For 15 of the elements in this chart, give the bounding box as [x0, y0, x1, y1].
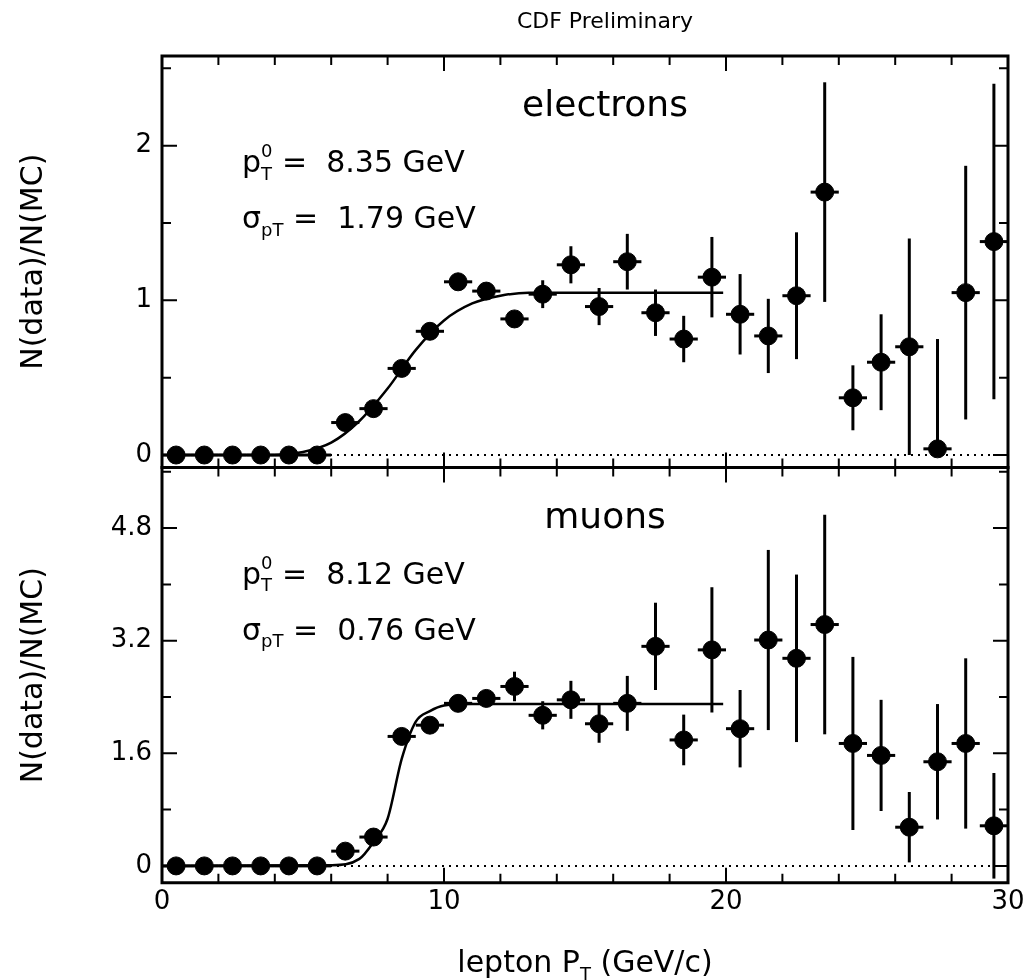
x-tick-label: 10 [427, 885, 461, 916]
y-tick-label: 1 [135, 283, 152, 314]
y-tick-label: 4.8 [110, 510, 152, 541]
y-tick-label: 0 [135, 437, 152, 468]
y-axis-title: N(data)/N(MC) [14, 567, 49, 784]
x-tick-label: 20 [709, 885, 743, 916]
y-tick-label: 0 [135, 848, 152, 879]
y-tick-label: 2 [135, 128, 152, 159]
y-tick-label: 1.6 [110, 736, 152, 767]
annotation: muons [544, 494, 666, 536]
annotation: electrons [522, 83, 688, 124]
y-tick-label: 3.2 [110, 623, 152, 654]
x-tick-label: 30 [991, 885, 1025, 916]
y-axis-title: N(data)/N(MC) [14, 153, 49, 370]
chart-title: CDF Preliminary [516, 8, 694, 33]
